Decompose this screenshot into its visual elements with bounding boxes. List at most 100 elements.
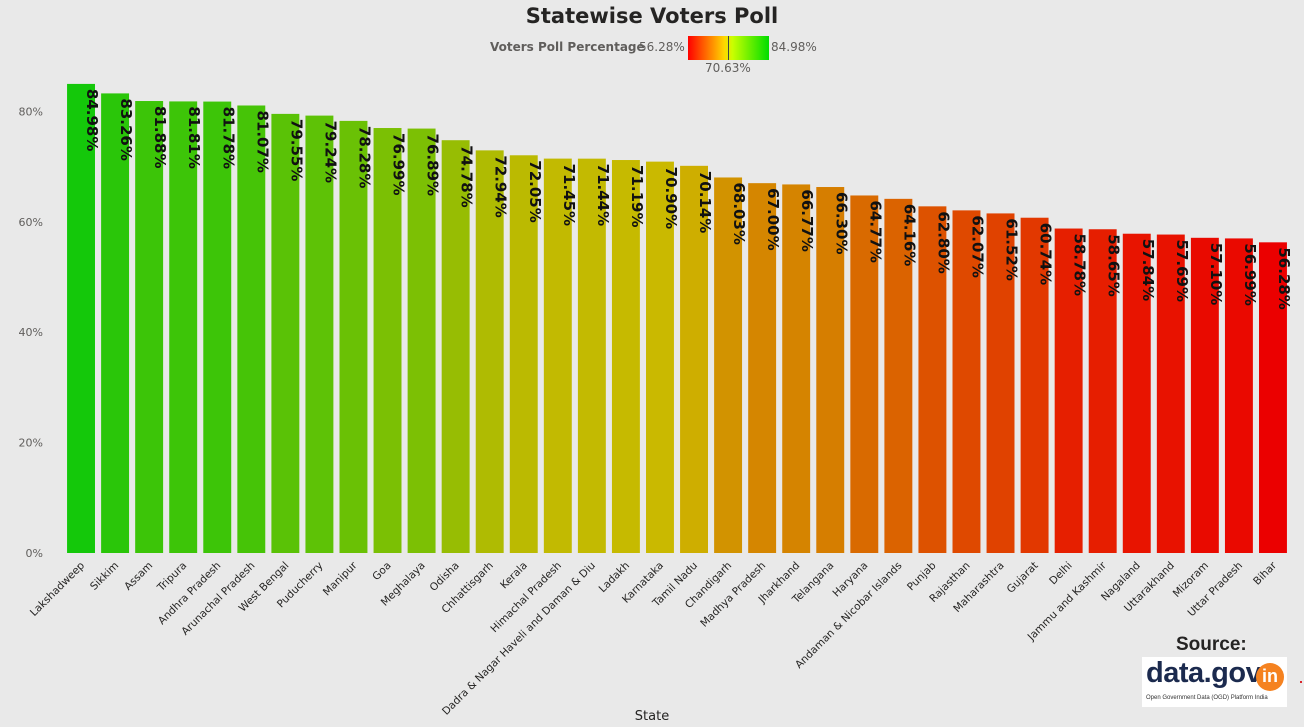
x-tick-label: Delhi (1047, 560, 1075, 588)
bar-data-label: 62.80% (934, 211, 952, 273)
bar-data-label: 66.77% (798, 189, 816, 251)
bar-data-label: 68.03% (730, 182, 748, 244)
x-tick-label: Manipur (321, 559, 360, 598)
bar-data-label: 70.90% (662, 167, 680, 229)
bar[interactable] (1156, 234, 1185, 554)
x-tick-label: Odisha (428, 560, 462, 594)
bar-data-label: 71.44% (594, 164, 612, 226)
decorative-dot (1300, 681, 1302, 683)
data-gov-in-logo[interactable]: data.gov in Open Government Data (OGD) P… (1142, 657, 1287, 707)
bar-data-label: 81.78% (219, 107, 237, 169)
bar-data-label: 64.16% (900, 204, 918, 266)
x-tick-label: Lakshadweep (28, 559, 87, 618)
bar[interactable] (1088, 229, 1117, 553)
bar[interactable] (611, 160, 640, 553)
bar[interactable] (1122, 233, 1151, 553)
x-tick-label: Punjab (905, 559, 939, 593)
bar-data-label: 71.19% (628, 165, 646, 227)
bar[interactable] (714, 177, 743, 553)
bar-data-label: 64.77% (866, 200, 884, 262)
bar-data-label: 58.65% (1105, 234, 1123, 296)
y-tick-label: 40% (19, 326, 43, 339)
bars (67, 83, 1287, 554)
y-tick-label: 0% (26, 547, 43, 560)
bar-data-label: 81.07% (253, 110, 271, 172)
bar[interactable] (169, 101, 198, 553)
bar[interactable] (782, 184, 811, 553)
bar[interactable] (339, 120, 368, 553)
bar-data-labels: 84.98% 83.26% 81.88% 81.81% 81.78% 81.07% 79.5… (83, 89, 1293, 310)
bar[interactable] (680, 165, 708, 553)
bar-data-label: 83.26% (117, 98, 135, 160)
bar[interactable] (373, 128, 402, 553)
bar-data-label: 74.78% (458, 145, 476, 207)
x-tick-label: Assam (122, 560, 155, 593)
bar[interactable] (646, 161, 674, 553)
bar[interactable] (441, 140, 470, 553)
bar-data-label: 61.52% (1003, 218, 1021, 280)
bar-data-label: 84.98% (83, 89, 101, 151)
bar[interactable] (952, 210, 981, 553)
x-tick-label: Sikkim (88, 560, 121, 593)
bar-data-label: 66.30% (832, 192, 850, 254)
bar-data-label: 72.05% (526, 160, 544, 222)
bar-data-label: 79.24% (321, 121, 339, 183)
source-label: Source: (1176, 634, 1247, 655)
logo-badge-icon: in (1256, 663, 1284, 691)
bar-data-label: 56.28% (1275, 247, 1293, 309)
bar[interactable] (748, 183, 777, 553)
x-tick-label: Goa (370, 560, 393, 583)
y-tick-label: 20% (19, 437, 43, 450)
bar-data-label: 70.14% (696, 171, 714, 233)
bar-data-label: 67.00% (764, 188, 782, 250)
x-tick-label: Bihar (1251, 559, 1279, 587)
bar[interactable] (816, 187, 845, 553)
bar-data-label: 60.74% (1037, 223, 1055, 285)
color-legend: Voters Poll Percentage 56.28% 84.98% 70.… (0, 36, 1304, 76)
bar[interactable] (305, 115, 334, 553)
legend-title: Voters Poll Percentage (490, 40, 645, 54)
y-tick-label: 80% (19, 105, 43, 118)
logo-text: data.gov (1146, 657, 1262, 689)
bar-data-label: 76.99% (390, 133, 408, 195)
bar[interactable] (1054, 228, 1083, 553)
bar[interactable] (101, 93, 130, 554)
bar-data-label: 57.10% (1207, 243, 1225, 305)
bar[interactable] (543, 158, 572, 553)
bar[interactable] (577, 158, 606, 553)
bar-data-label: 79.55% (287, 119, 305, 181)
bar[interactable] (850, 195, 879, 553)
bar[interactable] (203, 101, 232, 553)
bar[interactable] (986, 213, 1015, 553)
bar-data-label: 72.94% (492, 155, 510, 217)
bar-data-label: 81.81% (185, 106, 203, 168)
bar[interactable] (1020, 217, 1049, 553)
bar[interactable] (237, 105, 266, 554)
bar[interactable] (884, 198, 913, 553)
bar[interactable] (1224, 238, 1253, 554)
legend-mid-marker (728, 36, 729, 60)
bar[interactable] (1190, 237, 1219, 553)
bar-data-label: 78.28% (355, 126, 373, 188)
bar-data-label: 81.88% (151, 106, 169, 168)
bar-data-label: 57.69% (1173, 240, 1191, 302)
y-tick-label: 60% (19, 216, 43, 229)
bar-data-label: 76.89% (424, 134, 442, 196)
x-axis-title: State (634, 709, 670, 724)
bar[interactable] (67, 83, 95, 553)
bar[interactable] (407, 128, 436, 553)
bar-data-label: 58.78% (1071, 234, 1089, 296)
bar[interactable] (1259, 242, 1287, 553)
y-axis: 0% 20% 40% 60% 80% (19, 105, 43, 560)
bar[interactable] (918, 206, 947, 553)
bar-data-label: 56.99% (1241, 243, 1259, 305)
bar[interactable] (475, 150, 504, 553)
bar[interactable] (271, 113, 300, 553)
bar[interactable] (135, 101, 164, 554)
bar-data-label: 62.07% (968, 215, 986, 277)
x-tick-label: Gujarat (1005, 560, 1041, 596)
legend-min-value: 56.28% (639, 40, 685, 54)
bar[interactable] (509, 155, 538, 553)
